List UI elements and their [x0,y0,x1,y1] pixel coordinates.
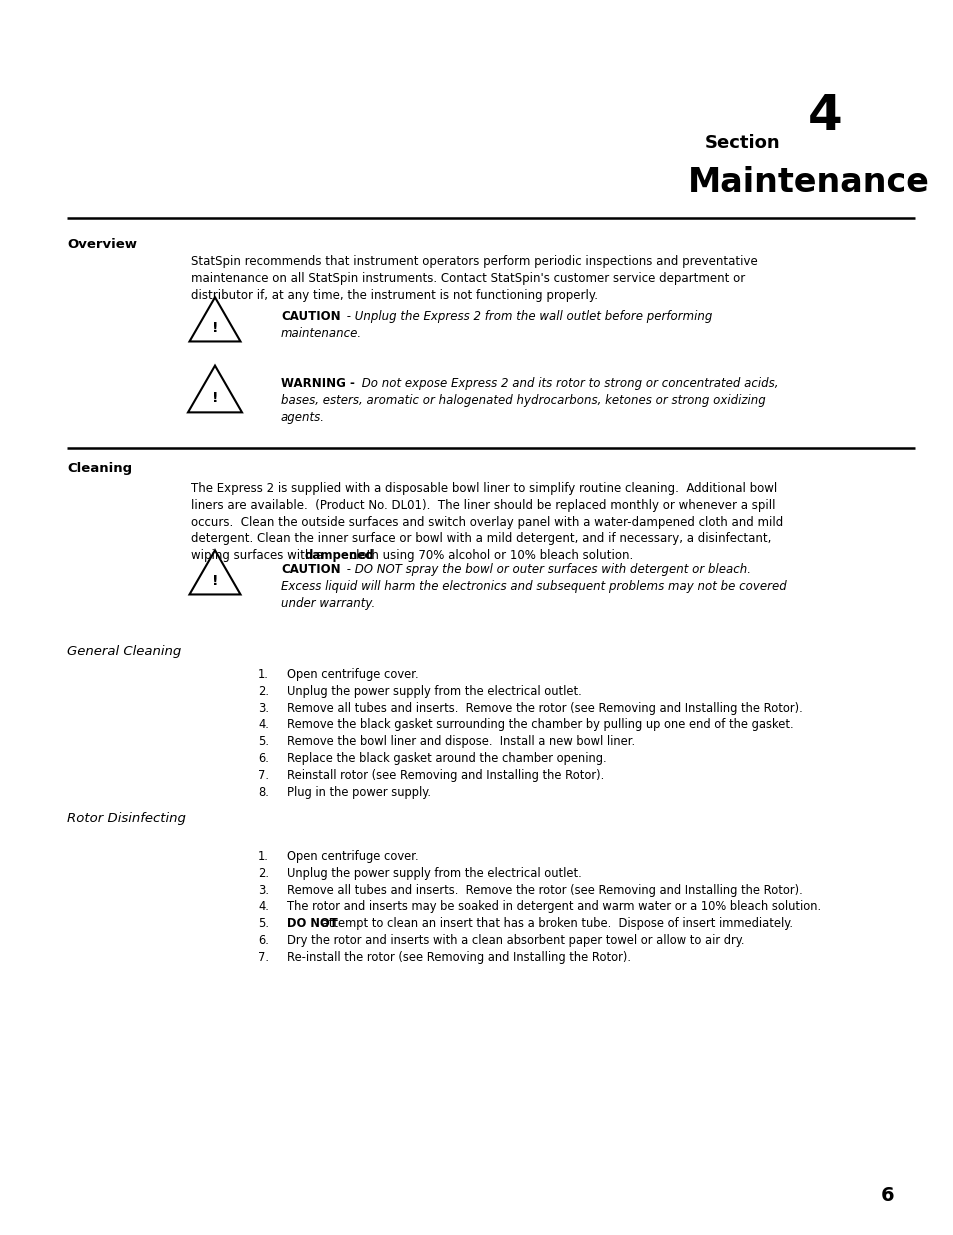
Text: 8.: 8. [257,785,269,799]
Text: dampened: dampened [305,550,375,562]
Text: Do not expose Express 2 and its rotor to strong or concentrated acids,: Do not expose Express 2 and its rotor to… [357,377,778,390]
Text: 5.: 5. [257,735,269,748]
Text: 6.: 6. [257,752,269,764]
Text: StatSpin recommends that instrument operators perform periodic inspections and p: StatSpin recommends that instrument oper… [191,254,757,268]
Text: Overview: Overview [67,238,137,251]
Text: maintenance.: maintenance. [281,327,362,340]
Text: Rotor Disinfecting: Rotor Disinfecting [67,811,186,825]
Text: Reinstall rotor (see Removing and Installing the Rotor).: Reinstall rotor (see Removing and Instal… [287,769,603,782]
Text: 2.: 2. [257,684,269,698]
Text: !: ! [212,574,218,588]
Text: liners are available.  (Product No. DL01).  The liner should be replaced monthly: liners are available. (Product No. DL01)… [191,499,775,511]
Text: occurs.  Clean the outside surfaces and switch overlay panel with a water-dampen: occurs. Clean the outside surfaces and s… [191,515,782,529]
Text: under warranty.: under warranty. [281,597,375,610]
Text: 2.: 2. [257,867,269,879]
Text: Excess liquid will harm the electronics and subsequent problems may not be cover: Excess liquid will harm the electronics … [281,579,786,593]
Text: wiping surfaces with a: wiping surfaces with a [191,550,327,562]
Text: Plug in the power supply.: Plug in the power supply. [287,785,431,799]
Text: Section: Section [704,135,780,152]
Text: CAUTION: CAUTION [281,310,340,324]
Text: 4.: 4. [257,900,269,914]
Text: Open centrifuge cover.: Open centrifuge cover. [287,668,418,680]
Text: Replace the black gasket around the chamber opening.: Replace the black gasket around the cham… [287,752,606,764]
Text: WARNING -: WARNING - [281,377,355,390]
Text: Remove the bowl liner and dispose.  Install a new bowl liner.: Remove the bowl liner and dispose. Insta… [287,735,635,748]
Text: General Cleaning: General Cleaning [67,645,181,658]
Text: - DO NOT spray the bowl or outer surfaces with detergent or bleach.: - DO NOT spray the bowl or outer surface… [343,563,750,576]
Text: !: ! [212,391,218,405]
Text: Cleaning: Cleaning [67,462,132,475]
Text: !: ! [212,321,218,335]
Text: Remove the black gasket surrounding the chamber by pulling up one end of the gas: Remove the black gasket surrounding the … [287,719,793,731]
Text: The Express 2 is supplied with a disposable bowl liner to simplify routine clean: The Express 2 is supplied with a disposa… [191,482,777,495]
Text: CAUTION: CAUTION [281,563,340,576]
Text: Re-install the rotor (see Removing and Installing the Rotor).: Re-install the rotor (see Removing and I… [287,951,630,963]
Text: Remove all tubes and inserts.  Remove the rotor (see Removing and Installing the: Remove all tubes and inserts. Remove the… [287,883,801,897]
Text: Dry the rotor and inserts with a clean absorbent paper towel or allow to air dry: Dry the rotor and inserts with a clean a… [287,934,743,947]
Text: Unplug the power supply from the electrical outlet.: Unplug the power supply from the electri… [287,867,581,879]
Text: maintenance on all StatSpin instruments. Contact StatSpin's customer service dep: maintenance on all StatSpin instruments.… [191,272,744,285]
Text: 1.: 1. [257,850,269,863]
Text: 6: 6 [881,1186,894,1205]
Text: - Unplug the Express 2 from the wall outlet before performing: - Unplug the Express 2 from the wall out… [343,310,712,324]
Text: 1.: 1. [257,668,269,680]
Text: Unplug the power supply from the electrical outlet.: Unplug the power supply from the electri… [287,684,581,698]
Text: detergent. Clean the inner surface or bowl with a mild detergent, and if necessa: detergent. Clean the inner surface or bo… [191,532,771,546]
Text: agents.: agents. [281,410,325,424]
Text: 7.: 7. [257,951,269,963]
Text: 6.: 6. [257,934,269,947]
Text: distributor if, at any time, the instrument is not functioning properly.: distributor if, at any time, the instrum… [191,289,598,301]
Text: 4: 4 [807,91,841,140]
Text: 5.: 5. [257,918,269,930]
Text: 3.: 3. [257,883,269,897]
Text: 4.: 4. [257,719,269,731]
Text: Maintenance: Maintenance [687,165,929,199]
Text: Open centrifuge cover.: Open centrifuge cover. [287,850,418,863]
Text: 3.: 3. [257,701,269,715]
Text: DO NOT: DO NOT [287,918,337,930]
Text: The rotor and inserts may be soaked in detergent and warm water or a 10% bleach : The rotor and inserts may be soaked in d… [287,900,821,914]
Text: Remove all tubes and inserts.  Remove the rotor (see Removing and Installing the: Remove all tubes and inserts. Remove the… [287,701,801,715]
Text: bases, esters, aromatic or halogenated hydrocarbons, ketones or strong oxidizing: bases, esters, aromatic or halogenated h… [281,394,765,406]
Text: attempt to clean an insert that has a broken tube.  Dispose of insert immediatel: attempt to clean an insert that has a br… [318,918,792,930]
Text: 7.: 7. [257,769,269,782]
Text: cloth using 70% alcohol or 10% bleach solution.: cloth using 70% alcohol or 10% bleach so… [346,550,633,562]
